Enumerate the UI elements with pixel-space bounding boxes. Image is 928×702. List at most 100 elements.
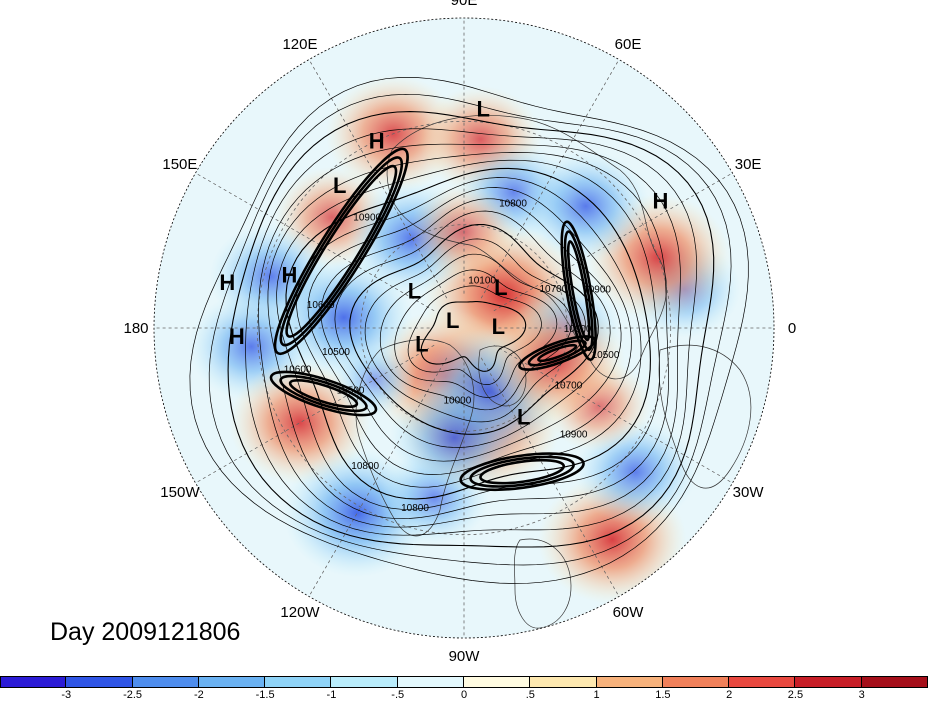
- coastline-south-america: [514, 538, 572, 629]
- contour-label: 10800: [401, 503, 429, 514]
- longitude-label: 120W: [280, 604, 320, 621]
- longitude-label: 150E: [162, 156, 197, 173]
- colorbar-swatch: [265, 676, 332, 688]
- low-pressure-marker: L: [492, 314, 505, 339]
- jet-contour: [279, 156, 404, 347]
- contour-label: 10600: [564, 324, 592, 335]
- colorbar-tick-label: -1.5: [255, 689, 275, 701]
- colorbar-swatch: [596, 676, 663, 688]
- jet-contour: [279, 374, 368, 413]
- meridian-line: [308, 357, 448, 597]
- height-contour: [394, 269, 558, 398]
- colorbar-tick-label: 0: [460, 689, 468, 701]
- coastlines: [355, 115, 752, 629]
- meridian-line: [195, 344, 435, 484]
- coastline-eurasia: [386, 115, 667, 380]
- low-pressure-marker: L: [333, 173, 346, 198]
- coastline-north-america: [355, 339, 475, 537]
- height-contour: [349, 223, 599, 435]
- contour-label: 10700: [539, 284, 567, 295]
- height-contour: [285, 167, 651, 500]
- colorbar-tick-label: .5: [525, 689, 535, 701]
- jet-contour: [527, 339, 587, 367]
- longitude-label: 180: [123, 320, 148, 337]
- contour-label: 10500: [592, 350, 620, 361]
- longitude-label: 60W: [613, 604, 645, 621]
- contour-label: 10000: [443, 396, 471, 407]
- height-contour: [407, 285, 542, 385]
- colorbar-swatch: [464, 676, 531, 688]
- jet-contour: [469, 455, 575, 488]
- height-contour: [189, 77, 749, 584]
- low-pressure-marker: L: [476, 96, 489, 121]
- date-title: Day 2009121806: [50, 618, 241, 646]
- contour-label: 10900: [560, 430, 588, 441]
- low-pressure-marker: L: [517, 405, 530, 430]
- jet-contour: [479, 458, 566, 485]
- longitude-label: 0: [788, 320, 796, 337]
- colorbar-tick-label: 2.5: [787, 689, 804, 701]
- colorbar-tick-label: -.5: [391, 689, 405, 701]
- meridian-line: [195, 172, 435, 312]
- contour-label: 10800: [351, 461, 379, 472]
- colorbar: -3 -2.5 -2 -1.5 -1 -.5 0 .5 1 1.5 2 2.5 3: [0, 676, 928, 702]
- low-pressure-marker: L: [494, 275, 507, 300]
- height-contour: [208, 93, 732, 566]
- contour-labels: 10800 10900 10700 10100 10500 10900 10800 10600…: [284, 199, 620, 514]
- contour-label: 10600: [307, 300, 335, 311]
- colorbar-frame: [0, 676, 928, 688]
- colorbar-swatch: [198, 676, 266, 688]
- height-contour: [267, 152, 669, 520]
- high-pressure-marker: H: [652, 188, 668, 213]
- colorbar-tick-label: -3: [61, 689, 72, 701]
- colorbar-swatch: [397, 676, 464, 688]
- jet-contour: [273, 147, 409, 356]
- high-pressure-marker: H: [229, 324, 245, 349]
- height-contour: [320, 198, 622, 462]
- colorbar-swatch: [132, 676, 199, 688]
- meridian-line: [308, 59, 448, 299]
- high-pressure-marker: H: [369, 129, 385, 154]
- colorbar-tick-label: 2: [726, 689, 733, 701]
- colorbar-swatch: [662, 676, 730, 688]
- colorbar-tick-label: -2.5: [123, 689, 143, 701]
- low-pressure-marker: L: [446, 308, 459, 333]
- low-pressure-marker: L: [408, 279, 421, 304]
- colorbar-swatch: [729, 676, 796, 688]
- contour-label: 10900: [583, 284, 611, 295]
- longitude-label: 30W: [733, 484, 765, 501]
- jet-contour: [566, 240, 591, 342]
- contour-label: 10900: [353, 213, 381, 224]
- map-boundary: [153, 17, 775, 639]
- longitude-label: 90W: [449, 648, 481, 665]
- colorbar-tick-label: 1: [593, 689, 600, 701]
- contour-label: 10600: [284, 365, 312, 376]
- longitude-label: 90E: [451, 0, 478, 9]
- coastline-africa: [658, 344, 752, 489]
- contour-label: 10700: [554, 380, 582, 391]
- meridian-line: [493, 344, 733, 484]
- height-contour: [379, 253, 572, 411]
- longitude-labels: 90E 60E 30E 0 30W 60W 90W 120W 150W 180 150E 120E: [123, 0, 796, 665]
- colorbar-tick-label: -2: [193, 689, 204, 701]
- high-pressure-marker: H: [281, 263, 297, 288]
- colorbar-swatch: [66, 676, 133, 688]
- meridian-line: [480, 59, 620, 299]
- jet-contour: [537, 343, 578, 363]
- jet-contour: [518, 335, 597, 371]
- colorbar-swatch: [0, 676, 67, 688]
- height-contour: [334, 210, 611, 448]
- high-pressure-marker: H: [219, 270, 235, 295]
- meridian-line: [493, 172, 733, 312]
- height-contour: [227, 111, 715, 548]
- colorbar-swatch: [795, 676, 862, 688]
- meridian-line: [480, 357, 620, 597]
- longitude-label: 30E: [735, 156, 762, 173]
- colorbar-tick-label: 1.5: [655, 689, 671, 701]
- jet-contour: [269, 370, 378, 417]
- jet-contour: [459, 452, 585, 492]
- colorbar-tick-label: -1: [326, 689, 337, 701]
- height-contour: [245, 128, 698, 536]
